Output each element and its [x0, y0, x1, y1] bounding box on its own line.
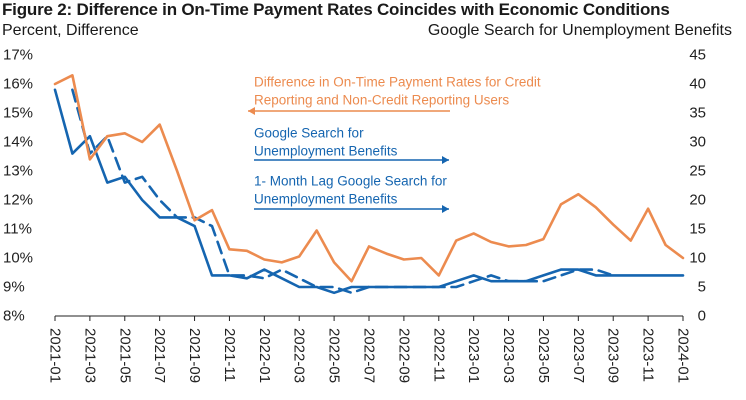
- x-tick-label: 2023-05: [535, 328, 552, 383]
- search-annotation-text: Unemployment Benefits: [254, 144, 398, 159]
- y-right-tick-label: 0: [698, 308, 706, 325]
- y-left-tick-label: 15%: [3, 105, 33, 122]
- y-left-tick-label: 14%: [3, 134, 33, 151]
- payment-difference-annotation-text: Reporting and Non-Credit Reporting Users: [254, 93, 509, 108]
- y-right-tick-label: 40: [689, 76, 706, 93]
- x-tick-label: 2022-01: [256, 328, 273, 383]
- y-right-tick-label: 20: [689, 192, 706, 209]
- y-right-tick-label: 25: [689, 163, 706, 180]
- y-right-tick-label: 15: [689, 221, 706, 238]
- lagged-search-annotation-text: 1- Month Lag Google Search for: [254, 174, 447, 189]
- series-layer: [53, 74, 685, 295]
- lagged-search-annotation-arrowhead: [442, 205, 449, 213]
- x-tick-label: 2022-11: [430, 328, 447, 382]
- search-annotation-arrowhead: [442, 156, 449, 164]
- right-axis-title: Google Search for Unemployment Benefits: [427, 22, 732, 39]
- y-right-tick-label: 30: [689, 134, 706, 151]
- payment-difference-annotation-arrowhead: [248, 107, 255, 115]
- left-axis-title: Percent, Difference: [2, 22, 139, 39]
- payment-difference-series-line: [53, 74, 685, 283]
- x-tick-label: 2022-09: [395, 328, 412, 383]
- x-tick-label: 2022-05: [326, 328, 343, 383]
- x-tick-label: 2022-07: [361, 328, 378, 383]
- x-tick-label: 2021-11: [221, 328, 238, 382]
- y-left-tick-label: 16%: [3, 76, 33, 93]
- y-left-tick-label: 11%: [3, 221, 32, 238]
- y-right-tick-label: 35: [689, 105, 706, 122]
- x-tick-label: 2023-09: [605, 328, 622, 383]
- y-right-tick-label: 10: [689, 250, 706, 267]
- x-tick-label: 2023-07: [570, 328, 587, 383]
- x-tick-label: 2021-09: [186, 328, 203, 383]
- y-left-tick-label: 17%: [3, 47, 33, 64]
- y-right-tick-label: 5: [698, 279, 706, 296]
- y-left-tick-label: 9%: [3, 279, 25, 296]
- x-tick-label: 2021-01: [47, 328, 64, 383]
- x-tick-label: 2023-11: [640, 328, 657, 382]
- x-tick-label: 2023-01: [465, 328, 482, 383]
- x-tick-label: 2021-05: [116, 328, 133, 383]
- chart-title: Figure 2: Difference in On-Time Payment …: [2, 0, 670, 19]
- y-left-tick-label: 8%: [3, 308, 25, 325]
- x-tick-label: 2021-07: [151, 328, 168, 383]
- x-tick-label: 2021-03: [81, 328, 98, 383]
- axes: 2021-01 2021-03 2021-05 2021-07 2021-09 2021-…: [3, 47, 706, 384]
- lagged-search-series-line: [71, 88, 615, 295]
- payment-difference-annotation-text: Difference in On-Time Payment Rates for …: [254, 75, 541, 90]
- y-left-tick-label: 13%: [3, 163, 33, 180]
- y-left-tick-label: 12%: [3, 192, 33, 209]
- x-tick-label: 2022-03: [291, 328, 308, 383]
- y-right-tick-label: 45: [689, 47, 706, 64]
- annotations: Difference in On-Time Payment Rates for …: [248, 75, 541, 213]
- search-annotation-text: Google Search for: [254, 126, 364, 141]
- x-tick-label: 2023-03: [500, 328, 517, 383]
- y-left-tick-label: 10%: [3, 250, 33, 267]
- x-tick-label: 2024-01: [675, 328, 692, 383]
- lagged-search-annotation-text: Unemployment Benefits: [254, 192, 398, 207]
